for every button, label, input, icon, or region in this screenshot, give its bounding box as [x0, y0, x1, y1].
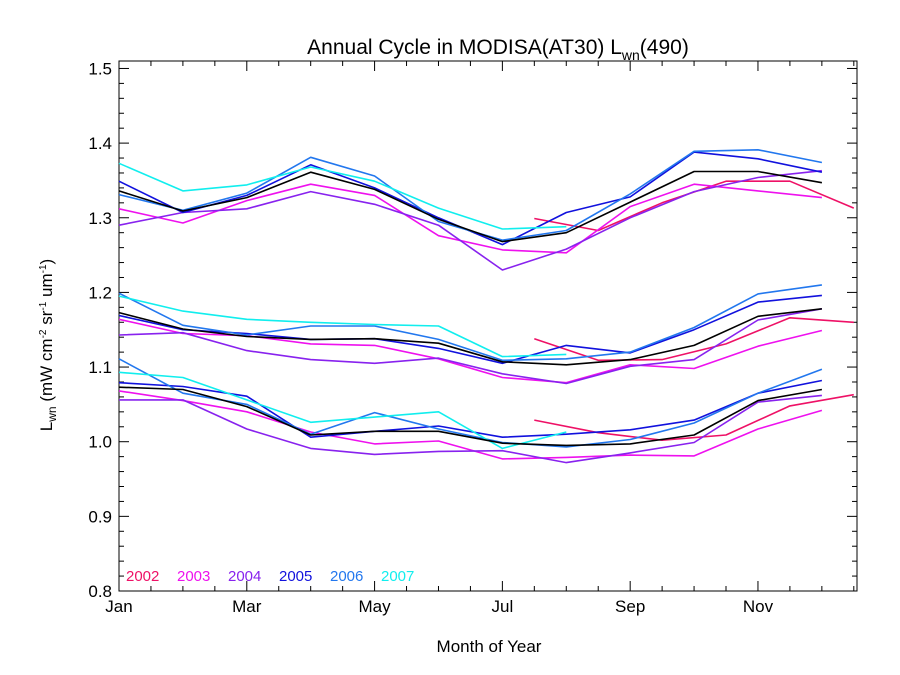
series-line-2006-group-2 [118, 284, 823, 362]
series-line-2003-group-1 [118, 390, 823, 460]
y-tick-label: 1.5 [88, 59, 112, 78]
x-tick-label: Jul [492, 597, 514, 616]
series-line-2004-group-1 [119, 394, 822, 464]
series-line-2005-group-1 [118, 379, 823, 439]
legend-entry-2005: 2005 [279, 568, 312, 585]
x-tick-label: Sep [615, 597, 645, 616]
series-line-2002-group-3 [534, 180, 855, 232]
series-line-2006-group-1 [118, 358, 823, 448]
series-line-2003-group-3 [118, 183, 822, 254]
y-tick-label: 1.4 [88, 134, 112, 153]
x-tick-label: Mar [232, 597, 262, 616]
y-tick-label: 1.1 [88, 358, 112, 377]
series-line-mean-group-3 [118, 170, 823, 243]
legend-entry-2002: 2002 [126, 568, 159, 585]
series-line-2006-group-3 [118, 149, 823, 241]
x-tick-label: Jan [105, 597, 132, 616]
legend: 2002 2003 2004 2005 2006 2007 [126, 568, 414, 585]
series-line-mean-group-1 [118, 386, 823, 447]
series-line-2004-group-3 [118, 169, 822, 271]
plot-area: Jan Mar May Jul Sep Nov 0.8 0.9 1.0 1.1 1.2 1.3 1.4 1… [88, 59, 858, 616]
legend-entry-2004: 2004 [228, 568, 261, 585]
y-tick-label: 1.2 [88, 283, 112, 302]
y-tick-label: 0.8 [88, 582, 112, 601]
series-line-2002-group-2 [534, 316, 854, 362]
legend-entry-2003: 2003 [177, 568, 210, 585]
series-line-2004-group-2 [118, 308, 823, 385]
x-axis-title: Month of Year [437, 637, 542, 656]
x-tick-label: Nov [743, 597, 774, 616]
legend-entry-2007: 2007 [381, 568, 414, 585]
chart-title: Annual Cycle in MODISA(AT30) Lwn(490) [307, 36, 689, 63]
series-line-2003-group-2 [118, 318, 823, 384]
series-line-2002-group-1 [534, 393, 854, 442]
legend-entry-2006: 2006 [330, 568, 363, 585]
y-axis-title: Lwn (mW cm-2 sr-1 um-1) [37, 259, 59, 431]
y-tick-label: 0.9 [88, 507, 112, 526]
series-line-mean-group-2 [118, 308, 822, 366]
series-layer [118, 149, 855, 464]
y-tick-label: 1.3 [88, 209, 112, 228]
plot-frame [118, 60, 858, 592]
y-tick-label: 1.0 [88, 433, 112, 452]
series-line-2007-group-2 [118, 295, 567, 358]
series-line-2007-group-3 [118, 162, 567, 230]
x-tick-label: May [359, 597, 392, 616]
series-line-2007-group-1 [118, 371, 567, 450]
